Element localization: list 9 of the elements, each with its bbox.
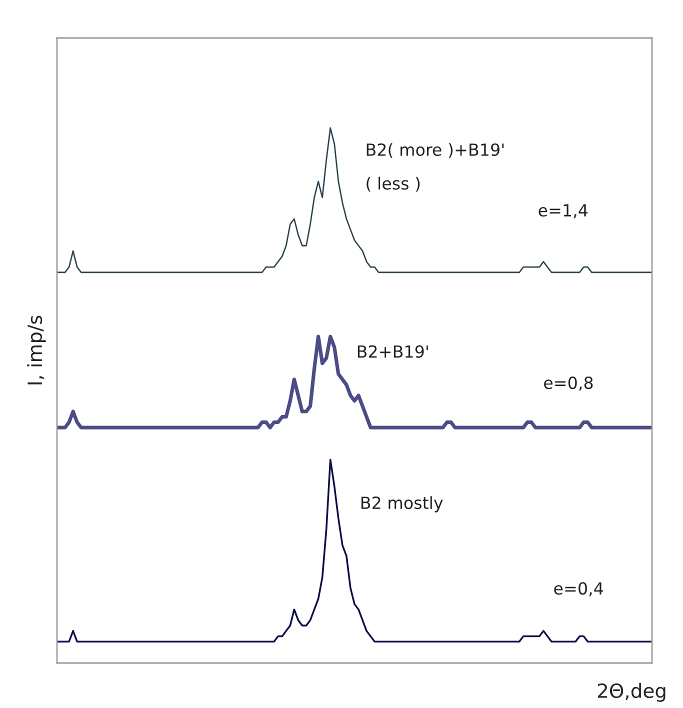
annotation: e=0,4 bbox=[554, 582, 604, 596]
annotation: ( less ) bbox=[366, 176, 420, 192]
x-axis-title: 2Θ,deg bbox=[598, 683, 666, 702]
annotation: B2 mostly bbox=[361, 496, 443, 512]
annotation: B2+B19' bbox=[358, 345, 428, 358]
annotation: B2( more )+B19' bbox=[366, 143, 504, 158]
annotation: e=1,4 bbox=[538, 204, 588, 218]
annotation: e=0,8 bbox=[544, 376, 593, 391]
y-axis-title: I, imp/s bbox=[27, 316, 46, 384]
